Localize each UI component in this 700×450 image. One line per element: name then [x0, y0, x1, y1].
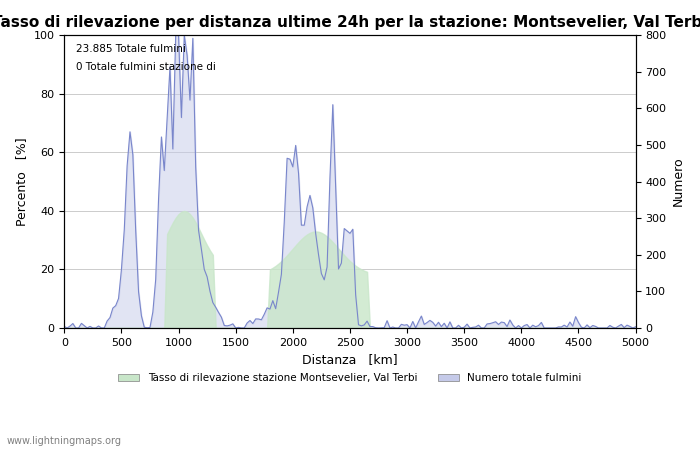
Y-axis label: Numero: Numero — [672, 157, 685, 207]
Y-axis label: Percento   [%]: Percento [%] — [15, 137, 28, 226]
X-axis label: Distanza   [km]: Distanza [km] — [302, 353, 398, 366]
Text: 0 Totale fulmini stazione di: 0 Totale fulmini stazione di — [76, 62, 216, 72]
Legend: Tasso di rilevazione stazione Montsevelier, Val Terbi, Numero totale fulmini: Tasso di rilevazione stazione Montseveli… — [114, 369, 586, 387]
Text: www.lightningmaps.org: www.lightningmaps.org — [7, 436, 122, 446]
Text: 23.885 Totale fulmini: 23.885 Totale fulmini — [76, 44, 186, 54]
Title: Tasso di rilevazione per distanza ultime 24h per la stazione: Montsevelier, Val : Tasso di rilevazione per distanza ultime… — [0, 15, 700, 30]
